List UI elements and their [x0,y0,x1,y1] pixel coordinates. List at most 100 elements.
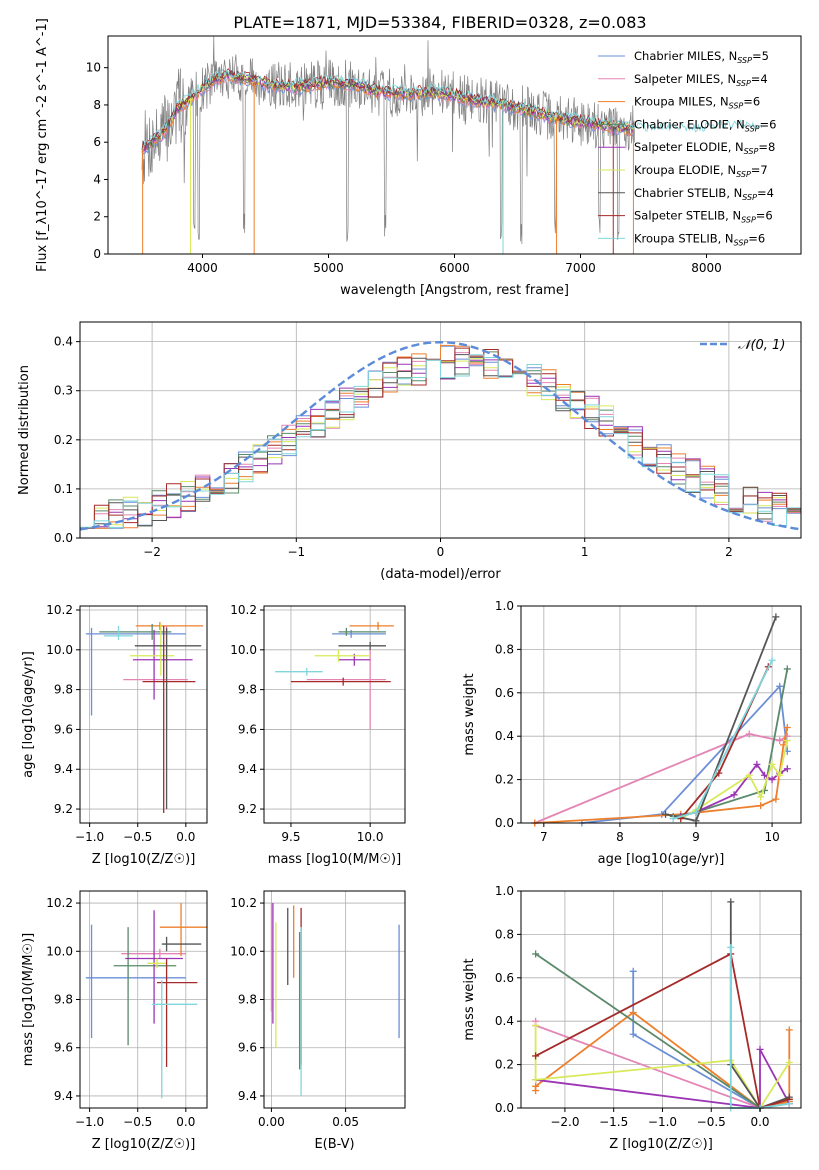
normal-curve [79,340,802,531]
legend-subscript: SSP [737,56,752,65]
data-point [785,1058,793,1066]
plot-area [85,903,207,1099]
data-point [629,967,637,975]
tick-label-x: −0.5 [697,1115,726,1129]
legend-count: =7 [751,163,768,177]
legend-label: Salpeter MILES, NSSP=4 [634,72,768,88]
tick-label-y: 9.6 [54,1041,73,1055]
series-line [534,733,788,824]
data-point [532,1082,540,1090]
axis-label-x: E(B-V) [314,1137,354,1152]
tick-label-x: 0.05 [332,1115,359,1129]
tick-label-y: 10.2 [46,603,73,617]
panel-residuals: −2 −1 0 1 2 0.0 0.1 0.2 0.3 0.4 (data-model)/error… [17,321,802,582]
panel-mass-vs-ebv: 0.00 0.05 9.4 9.6 9.8 10.0 10.2 E(B-V) [230,890,406,1152]
tick-label-x: −1.0 [648,1115,677,1129]
axes-frame [520,890,802,1109]
data-point [532,1052,540,1060]
tick-label-x: −2.0 [550,1115,579,1129]
data-point [727,943,735,951]
data-point [756,1045,764,1053]
axis-label-x: mass [log10(M/M☉)] [268,852,401,867]
axis-label-x: Z [log10(Z/Z☉)] [92,852,196,867]
errorbar-chabrier-stelib [338,641,386,650]
legend-count: =8 [758,140,775,154]
errorbar-chabrier-stelib [161,936,202,952]
tick-label-y: 9.2 [54,802,73,816]
data-point [745,730,753,738]
data-point [692,808,700,816]
tick-label-x: 10 [764,830,779,844]
tick-label-y: 10 [86,61,101,75]
tick-label-x: 0.00 [258,1115,285,1129]
tick-label-y: 0.4 [495,729,514,743]
plot-area [270,903,400,1096]
tick-label-x: −1.5 [599,1115,628,1129]
data-point [785,1100,793,1108]
data-point [757,802,765,810]
tick-label-y: 0.1 [54,482,73,496]
data-point [532,950,540,958]
errorbar-kroupa-stelib [152,980,198,1099]
series-line [665,616,777,822]
data-point [776,737,784,745]
panel-age-vs-z: −1.0 −0.5 0.0 9.2 9.4 9.6 9.8 10.0 10.2 Z [log10(… [21,603,208,867]
tick-label-y: 9.8 [54,683,73,697]
spectrum-model-kroupa-stelib [141,68,763,150]
legend-subscript: SSP [745,124,760,133]
data-point [760,771,768,779]
tick-label-x: −2 [143,545,161,559]
data-point [629,1009,637,1017]
tick-label-y: 10.0 [46,944,73,958]
tick-label-x: 0.0 [176,1115,195,1129]
legend-residuals: 𝒩(0, 1) [700,338,785,353]
tick-label-x: 7 [540,830,548,844]
legend-label: Salpeter STELIB, NSSP=6 [634,209,773,225]
series-chabrier-stelib [662,613,780,825]
axis-label-y: mass weight [462,958,477,1040]
tick-label-x: 4000 [187,261,218,275]
series-line [581,684,789,824]
data-point [772,795,780,803]
legend-label-normal: 𝒩(0, 1) [738,338,785,353]
tick-label-y: 0 [93,247,101,261]
legend-subscript: SSP [741,216,756,225]
data-point [757,793,765,801]
data-point [768,776,776,784]
errorbar-kroupa-elodie [147,958,167,969]
legend-subscript: SSP [742,193,757,202]
legend-count: =4 [757,186,774,200]
data-point [768,760,776,768]
tick-label-x: 2 [725,545,733,559]
plot-area [531,613,791,827]
tick-label-y: 6 [93,135,101,149]
figure-title: PLATE=1871, MJD=53384, FIBERID=0328, z=0… [233,13,646,32]
data-point [629,1030,637,1038]
tick-label-y: 10.2 [230,603,257,617]
errorbar-kroupa-miles [159,903,207,957]
panel-mass-vs-z: −1.0 −0.5 0.0 9.4 9.6 9.8 10.0 10.2 Z [log10(Z/Z… [21,890,208,1152]
data-point [662,810,670,818]
errorbar-salpeter-stelib [290,677,391,686]
axes-frame [79,605,208,824]
data-point [776,682,784,690]
tick-label-y: 0.2 [495,773,514,787]
tick-label-y: 0.8 [495,927,514,941]
tick-label-y: 0.4 [495,1014,514,1028]
tick-label-y: 9.2 [238,802,257,816]
legend-label: Chabrier ELODIE, NSSP=6 [634,117,776,133]
tick-label-y: 9.8 [54,993,73,1007]
errorbar-salpeter-miles [123,625,188,730]
legend-count: =6 [760,117,777,131]
legend-count: =6 [748,231,765,245]
errorbar-salpeter-miles [306,649,386,730]
data-point [783,665,791,673]
tick-label-y: 9.6 [238,1041,257,1055]
tick-label-x: 9.5 [281,830,300,844]
tick-label-x: 8 [616,830,624,844]
legend-subscript: SSP [729,102,744,111]
legend-spectrum: Chabrier MILES, NSSP=5 Salpeter MILES, NS… [598,49,776,247]
errorbar-salpeter-elodie [132,629,193,700]
tick-label-y: 10.2 [230,896,257,910]
